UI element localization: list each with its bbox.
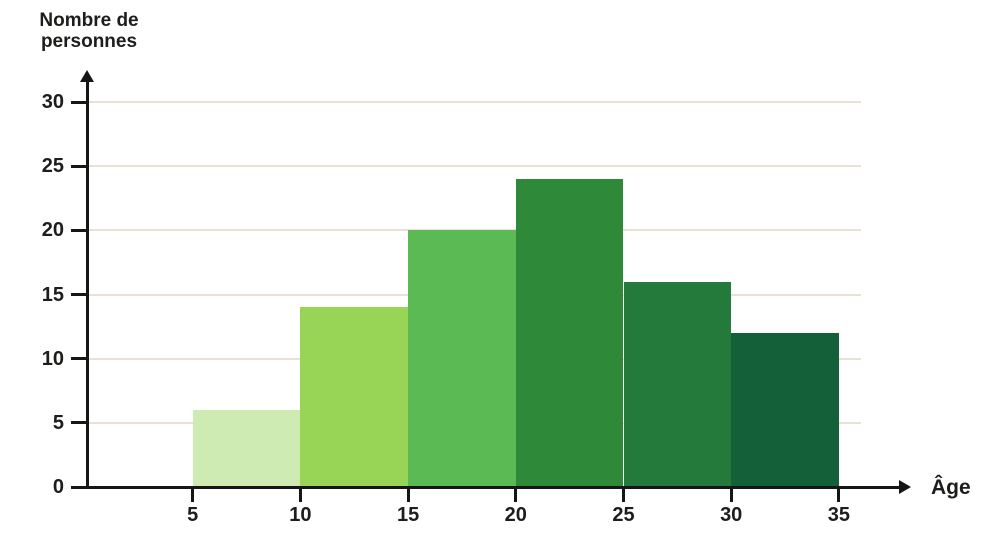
y-axis-title: Nombre de personnes (28, 10, 150, 52)
y-tick-label-10: 10 (41, 347, 64, 370)
x-axis-title: Âge (931, 476, 971, 499)
x-tick-label-25: 25 (612, 504, 635, 526)
y-tick-label-5: 5 (52, 411, 64, 434)
y-axis-line (85, 78, 89, 489)
y-tick-label-20: 20 (41, 219, 64, 242)
histogram-bar-10-15 (300, 307, 409, 487)
x-tick-15 (406, 487, 410, 502)
x-tick-label-10: 10 (289, 504, 312, 526)
y-tick-0 (71, 485, 87, 489)
y-tick-10 (71, 357, 87, 361)
x-tick-25 (622, 487, 625, 502)
gridline-y-30 (87, 101, 861, 103)
y-tick-5 (71, 421, 87, 425)
histogram-bar-15-20 (408, 230, 516, 487)
x-tick-label-30: 30 (720, 504, 743, 526)
histogram-bar-25-30 (623, 281, 732, 487)
x-tick-30 (729, 487, 733, 502)
y-axis-arrow-icon (80, 70, 94, 82)
x-tick-label-5: 5 (187, 504, 199, 526)
x-axis-line (71, 485, 901, 489)
y-tick-25 (71, 164, 87, 168)
histogram-bar-5-10 (192, 410, 301, 487)
x-tick-5 (191, 487, 195, 502)
y-tick-20 (71, 228, 87, 232)
x-axis-arrow-icon (899, 480, 911, 494)
x-tick-label-20: 20 (504, 504, 527, 526)
y-tick-15 (71, 293, 87, 296)
y-tick-label-15: 15 (41, 283, 64, 306)
x-tick-20 (514, 487, 518, 502)
x-tick-label-35: 35 (827, 504, 851, 526)
y-tick-label-30: 30 (41, 91, 64, 113)
histogram-bar-20-25 (515, 179, 624, 487)
y-tick-30 (71, 100, 87, 104)
x-tick-10 (298, 487, 302, 502)
y-tick-label-0: 0 (52, 476, 64, 498)
y-axis-title-line2: personnes (40, 31, 138, 52)
x-tick-35 (837, 487, 841, 502)
gridline-y-25 (87, 165, 861, 168)
y-tick-label-25: 25 (41, 155, 64, 178)
x-tick-label-15: 15 (396, 504, 420, 526)
histogram-bar-30-35 (731, 333, 839, 487)
y-axis-title-line1: Nombre de (39, 10, 139, 31)
